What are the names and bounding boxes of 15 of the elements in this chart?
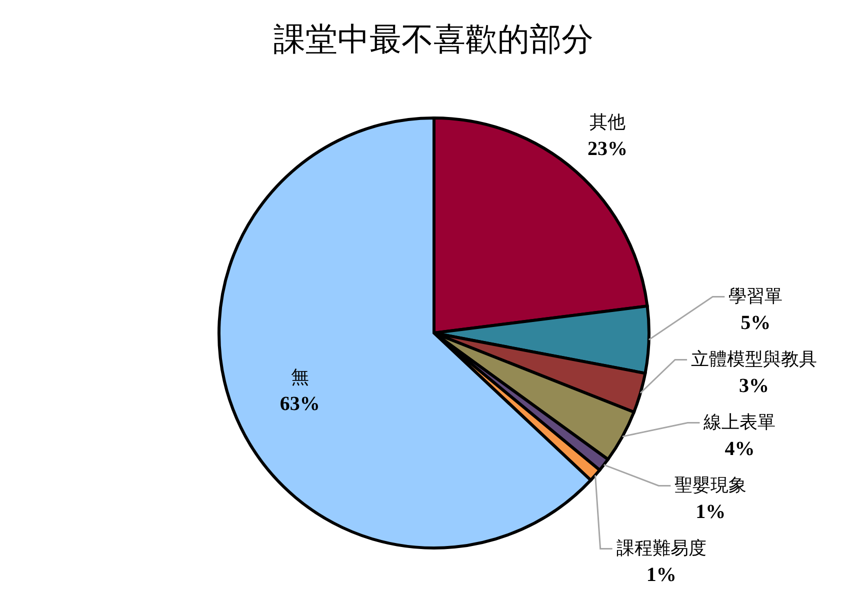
slice-label: 學習單	[728, 286, 783, 307]
slice-label: 課程難易度	[616, 538, 706, 559]
data-label: 4%	[724, 438, 755, 460]
data-label: 1%	[696, 500, 726, 523]
chart-title: 課堂中最不喜歡的部分	[274, 20, 594, 58]
data-label: 3%	[739, 374, 770, 397]
slice-label: 立體模型與教具	[691, 348, 818, 370]
data-label: 1%	[646, 564, 676, 586]
slice-label: 其他	[589, 112, 626, 134]
slice-label: 聖嬰現象	[674, 474, 747, 496]
data-label: 23%	[587, 138, 628, 160]
data-label: 63%	[280, 393, 320, 416]
data-label: 5%	[740, 312, 771, 334]
slice-label: 無	[290, 367, 309, 388]
slice-label: 線上表單	[702, 412, 776, 433]
